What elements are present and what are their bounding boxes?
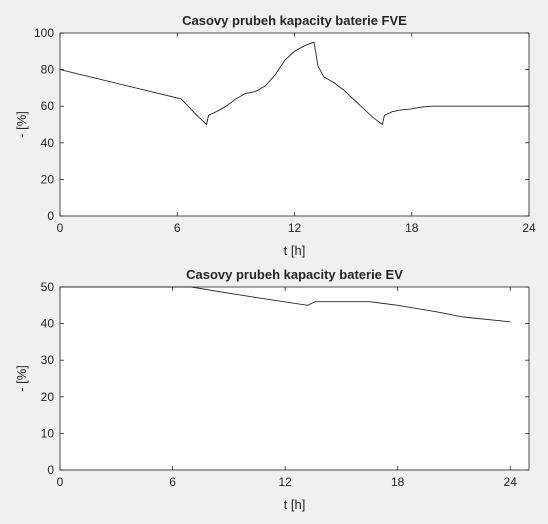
x-tick-label: 24 (504, 475, 518, 489)
chart-ev-xlabel: t [h] (284, 497, 306, 512)
x-tick-label: 24 (522, 221, 536, 235)
chart-ev-xticks: 0 6 12 18 24 (57, 287, 518, 489)
chart-ev-axes-area (60, 287, 529, 470)
y-tick-label: 0 (47, 209, 54, 223)
chart-fve-series-line (59, 41, 529, 126)
x-tick-label: 0 (57, 221, 64, 235)
x-tick-label: 18 (405, 221, 419, 235)
chart-fve-ylabel: - [%] (14, 111, 29, 138)
chart-ev-ylabel: - [%] (14, 365, 29, 392)
chart-ev-series-line (60, 286, 511, 323)
y-tick-label: 80 (41, 63, 55, 77)
y-tick-label: 30 (41, 353, 55, 367)
x-tick-label: 0 (57, 475, 64, 489)
chart-fve-yticks: 0 20 40 60 80 100 (34, 26, 529, 223)
y-tick-label: 10 (41, 426, 55, 440)
x-tick-label: 6 (169, 475, 176, 489)
x-tick-label: 12 (278, 475, 292, 489)
chart-ev: Casovy prubeh kapacity baterie EV t [h] … (14, 267, 530, 512)
chart-fve-axes-box (59, 32, 530, 217)
y-tick-label: 50 (41, 280, 55, 294)
y-tick-label: 40 (41, 136, 55, 150)
y-tick-label: 20 (41, 390, 55, 404)
y-tick-label: 40 (41, 317, 55, 331)
chart-ev-title: Casovy prubeh kapacity baterie EV (186, 267, 403, 282)
y-tick-label: 20 (41, 172, 55, 186)
chart-fve-xlabel: t [h] (284, 243, 306, 258)
chart-fve: Casovy prubeh kapacity baterie FVE t [h]… (14, 13, 536, 258)
x-tick-label: 6 (174, 221, 181, 235)
chart-ev-axes-box (59, 286, 530, 471)
y-tick-label: 100 (34, 26, 54, 40)
x-tick-label: 18 (391, 475, 405, 489)
chart-fve-title: Casovy prubeh kapacity baterie FVE (182, 13, 407, 28)
chart-fve-axes-area (60, 33, 529, 216)
x-tick-label: 12 (288, 221, 302, 235)
y-tick-label: 60 (41, 99, 55, 113)
y-tick-label: 0 (47, 463, 54, 477)
